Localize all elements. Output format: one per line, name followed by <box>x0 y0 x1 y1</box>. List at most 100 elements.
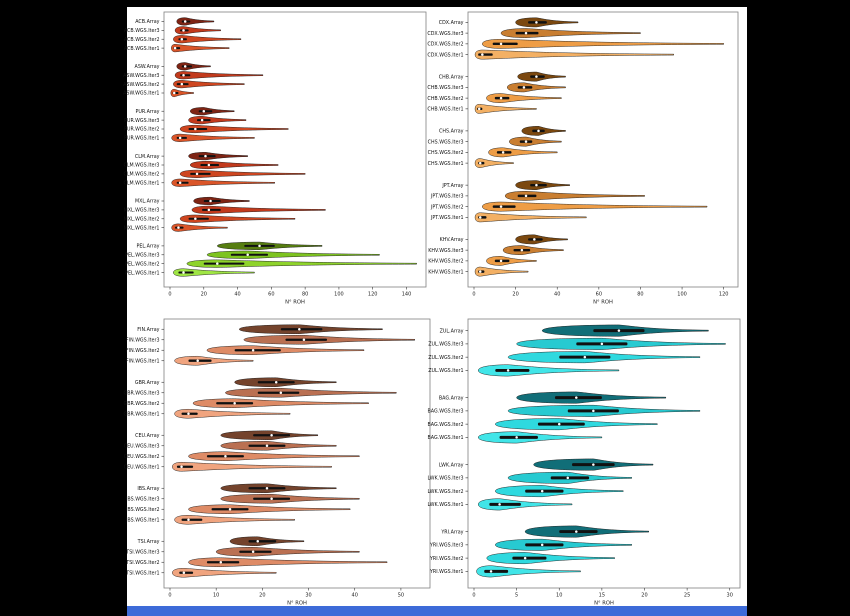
iqr-bar <box>537 422 585 426</box>
median-dot <box>535 21 538 24</box>
x-axis-title: N° ROH <box>285 300 305 306</box>
median-dot <box>270 434 273 437</box>
row-label: YRI.WGS.Iter1 <box>429 569 464 575</box>
row-label: MXL.WGS.Iter1 <box>124 225 160 231</box>
violin-row: CHB.WGS.Iter2 <box>427 93 562 103</box>
row-label: CEU.Array <box>135 433 159 439</box>
median-dot <box>204 154 207 158</box>
median-dot <box>200 118 204 122</box>
median-dot <box>566 476 570 480</box>
median-dot <box>499 205 503 208</box>
iqr-bar <box>530 183 547 187</box>
violin-shape <box>186 259 417 268</box>
median-dot <box>207 163 211 167</box>
violin-shape <box>171 44 230 53</box>
violin-shape <box>502 245 564 255</box>
median-dot <box>583 355 587 359</box>
violin-shape <box>206 345 365 355</box>
median-dot <box>194 127 197 131</box>
violin-shape <box>174 71 264 80</box>
violin-row: IBS.WGS.Iter2 <box>126 504 351 514</box>
violin-row: ASW.WGS.Iter2 <box>123 80 245 89</box>
violin-row: LWK.WGS.Iter2 <box>428 485 624 498</box>
row-label: PEL.Array <box>136 244 159 250</box>
violin-row: BAG.WGS.Iter2 <box>427 418 658 431</box>
median-dot <box>478 216 482 219</box>
median-dot <box>302 338 306 341</box>
iqr-bar <box>559 530 598 534</box>
violin-row: CEU.WGS.Iter2 <box>124 451 360 461</box>
violin-row: ASW.WGS.Iter3 <box>123 71 264 80</box>
x-tick-label: 140 <box>402 292 412 298</box>
violin-row: ACB.WGS.Iter2 <box>124 35 242 44</box>
violin-shape <box>188 116 247 125</box>
violin-shape <box>486 256 537 266</box>
row-label: CLM.Array <box>135 154 160 160</box>
row-label: LWK.Array <box>439 462 464 468</box>
iqr-bar <box>188 128 208 130</box>
violin-shape <box>173 268 255 277</box>
row-label: JPT.WGS.Iter1 <box>430 215 464 221</box>
row-label: ZUL.WGS.Iter3 <box>428 342 463 348</box>
row-label: JPT.WGS.Iter3 <box>430 194 464 200</box>
violin-row: CDX.Array <box>439 17 579 28</box>
row-label: LWK.WGS.Iter2 <box>428 489 464 495</box>
row-label: KHV.Array <box>440 237 464 243</box>
violin-row: ACB.Array <box>135 17 215 26</box>
violin-shape <box>486 93 562 103</box>
violin-shape <box>478 498 573 511</box>
median-dot <box>520 248 524 252</box>
violin-row: TSI.WGS.Iter3 <box>125 547 360 557</box>
iqr-bar <box>197 119 211 122</box>
violin-shape <box>504 191 645 201</box>
median-dot <box>274 381 278 384</box>
row-label: TSI.WGS.Iter2 <box>125 560 159 566</box>
violin-row: MXL.WGS.Iter2 <box>124 214 296 223</box>
x-tick-label: 100 <box>334 292 344 298</box>
median-dot <box>524 31 528 35</box>
violin-shape <box>179 124 289 134</box>
violin-row: GBR.WGS.Iter1 <box>124 409 291 419</box>
row-label: IBS.WGS.Iter1 <box>126 517 160 523</box>
violin-shape <box>478 364 620 377</box>
row-label: JPT.WGS.Iter2 <box>430 204 464 210</box>
median-dot <box>478 161 482 165</box>
median-dot <box>515 436 518 439</box>
row-label: PUR.Array <box>135 109 159 115</box>
median-dot <box>592 463 595 466</box>
row-label: CHS.WGS.Iter3 <box>428 139 464 145</box>
median-dot <box>617 329 621 332</box>
violin-row: FIN.WGS.Iter1 <box>126 355 254 366</box>
row-label: ACB.WGS.Iter3 <box>124 28 160 34</box>
row-label: GBR.Array <box>135 380 160 386</box>
violin-row: JPT.WGS.Iter3 <box>430 191 645 201</box>
row-label: PUR.WGS.Iter3 <box>124 118 159 124</box>
violin-shape <box>176 62 211 71</box>
violin-shape <box>486 552 615 565</box>
x-tick-label: 5 <box>515 593 518 599</box>
violin-row: ZUL.WGS.Iter3 <box>428 337 726 350</box>
median-dot <box>481 53 484 56</box>
iqr-bar <box>554 396 602 400</box>
x-tick-label: 20 <box>259 593 265 599</box>
iqr-bar <box>234 349 281 352</box>
row-label: ACB.Array <box>135 19 159 25</box>
x-axis-title: N° ROH <box>287 601 307 607</box>
violin-row: MXL.WGS.Iter3 <box>124 205 326 214</box>
violin-row: CHS.WGS.Iter3 <box>428 136 562 147</box>
violin-shape <box>174 355 254 366</box>
x-tick-label: 40 <box>352 593 358 599</box>
violin-shape <box>243 335 415 345</box>
violin-row: JPT.WGS.Iter1 <box>430 212 587 223</box>
median-dot <box>501 151 505 154</box>
row-label: PEL.WGS.Iter1 <box>125 270 159 276</box>
iqr-bar <box>525 543 564 547</box>
violin-row: IBS.WGS.Iter3 <box>126 494 360 504</box>
x-tick-label: 0 <box>168 593 171 599</box>
median-dot <box>279 391 283 394</box>
row-label: FIN.Array <box>137 327 159 333</box>
violin-row: YRI.Array <box>440 525 649 538</box>
violin-row: TSI.WGS.Iter1 <box>125 568 277 578</box>
median-dot <box>575 530 578 533</box>
row-label: CEU.WGS.Iter1 <box>124 464 160 470</box>
